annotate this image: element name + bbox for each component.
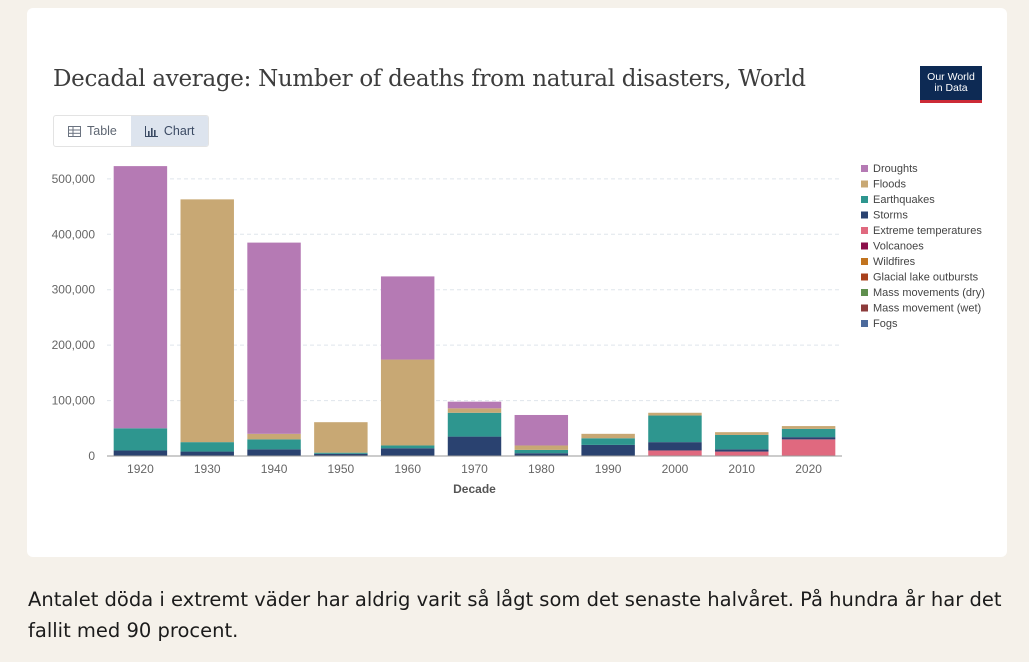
bar-segment bbox=[781, 426, 836, 429]
legend-swatch bbox=[861, 242, 868, 250]
bar-segment bbox=[514, 449, 569, 454]
bar-segment bbox=[314, 422, 368, 453]
x-tick-label: 1980 bbox=[528, 462, 555, 476]
legend-swatch bbox=[861, 320, 868, 327]
table-icon bbox=[68, 125, 81, 137]
bar-segment bbox=[180, 199, 234, 443]
tab-table[interactable]: Table bbox=[54, 116, 131, 146]
legend-label: Glacial lake outbursts bbox=[873, 272, 979, 284]
bar-segment bbox=[514, 453, 569, 456]
legend-label: Volcanoes bbox=[873, 241, 924, 253]
bar-segment bbox=[314, 453, 368, 456]
bar-segment bbox=[247, 242, 301, 434]
legend-label: Droughts bbox=[873, 163, 918, 175]
x-tick-label: 1940 bbox=[261, 462, 288, 476]
tab-chart[interactable]: Chart bbox=[130, 116, 209, 146]
y-tick-label: 400,000 bbox=[52, 227, 96, 241]
owid-logo[interactable]: Our World in Data bbox=[920, 66, 982, 103]
bar-segment bbox=[180, 442, 234, 452]
y-tick-label: 200,000 bbox=[52, 338, 96, 352]
bar-segment bbox=[514, 414, 569, 446]
bar-segment bbox=[180, 451, 234, 456]
bar-segment bbox=[581, 433, 635, 439]
bar-segment bbox=[715, 449, 769, 452]
bar-segment bbox=[781, 439, 836, 456]
bar-segment bbox=[314, 452, 368, 454]
y-tick-label: 300,000 bbox=[52, 283, 96, 297]
legend-swatch bbox=[861, 227, 868, 234]
bar-segment bbox=[715, 432, 769, 435]
legend-label: Mass movements (dry) bbox=[873, 287, 985, 299]
x-tick-label: 1930 bbox=[194, 462, 221, 476]
legend-label: Storms bbox=[873, 210, 908, 222]
bar-segment bbox=[380, 276, 435, 360]
x-tick-label: 1970 bbox=[461, 462, 488, 476]
chart-icon bbox=[144, 125, 158, 137]
x-axis-title: Decade bbox=[453, 482, 496, 496]
y-tick-label: 0 bbox=[88, 449, 95, 463]
legend-label: Wildfires bbox=[873, 256, 916, 268]
bar-segment bbox=[113, 166, 168, 429]
x-tick-label: 1950 bbox=[328, 462, 355, 476]
bar-segment bbox=[648, 450, 702, 456]
bar-segment bbox=[781, 437, 836, 440]
bar-segment bbox=[648, 442, 702, 451]
x-tick-label: 1990 bbox=[595, 462, 622, 476]
bar-segment bbox=[113, 450, 168, 456]
bar-segment bbox=[581, 438, 635, 445]
bar-segment bbox=[380, 359, 435, 446]
legend-swatch bbox=[861, 165, 868, 172]
chart-title: Decadal average: Number of deaths from n… bbox=[53, 66, 806, 92]
y-tick-label: 500,000 bbox=[52, 172, 96, 186]
logo-line-1: Our World bbox=[927, 71, 975, 83]
legend-label: Mass movement (wet) bbox=[873, 303, 981, 315]
legend-label: Floods bbox=[873, 179, 907, 191]
x-tick-label: 1920 bbox=[127, 462, 154, 476]
bar-segment bbox=[380, 448, 435, 456]
bar-segment bbox=[380, 445, 435, 449]
y-tick-label: 100,000 bbox=[52, 394, 96, 408]
bar-segment bbox=[715, 451, 769, 456]
bar-segment bbox=[447, 401, 502, 409]
bar-segment bbox=[447, 408, 502, 413]
legend-label: Earthquakes bbox=[873, 194, 935, 206]
x-tick-label: 1960 bbox=[394, 462, 421, 476]
bar-segment bbox=[247, 449, 301, 456]
bar-segment bbox=[247, 439, 301, 450]
bar-segment bbox=[715, 434, 769, 450]
bar-segment bbox=[447, 412, 502, 437]
tab-chart-label: Chart bbox=[163, 124, 195, 138]
article-caption: Antalet döda i extremt väder har aldrig … bbox=[28, 588, 1002, 642]
legend-swatch bbox=[861, 304, 868, 312]
legend-swatch bbox=[861, 211, 868, 219]
bar-chart: 0 100,000 200,000 300,000 400,000 500,000 1920… bbox=[52, 163, 985, 496]
legend-swatch bbox=[861, 258, 868, 265]
bar-segment bbox=[581, 444, 635, 456]
bar-segment bbox=[648, 412, 702, 416]
bar-segment bbox=[781, 428, 836, 438]
x-tick-label: 2000 bbox=[662, 462, 689, 476]
bar-segment bbox=[514, 445, 569, 450]
bar-segment bbox=[447, 436, 502, 456]
legend-swatch bbox=[861, 196, 868, 203]
logo-line-2: in Data bbox=[934, 82, 968, 94]
view-tabs: Table Chart bbox=[53, 115, 210, 147]
legend-swatch bbox=[861, 273, 868, 281]
bar-segment bbox=[648, 415, 702, 443]
tab-table-label: Table bbox=[87, 124, 117, 138]
x-tick-label: 2010 bbox=[728, 462, 755, 476]
chart-card: Decadal average: Number of deaths from n… bbox=[27, 8, 1007, 557]
bar-segment bbox=[247, 433, 301, 440]
legend-label: Extreme temperatures bbox=[873, 225, 982, 237]
legend-swatch bbox=[861, 180, 868, 188]
legend-swatch bbox=[861, 289, 868, 296]
legend-label: Fogs bbox=[873, 318, 898, 330]
x-tick-label: 2020 bbox=[795, 462, 822, 476]
bar-segment bbox=[113, 428, 168, 451]
